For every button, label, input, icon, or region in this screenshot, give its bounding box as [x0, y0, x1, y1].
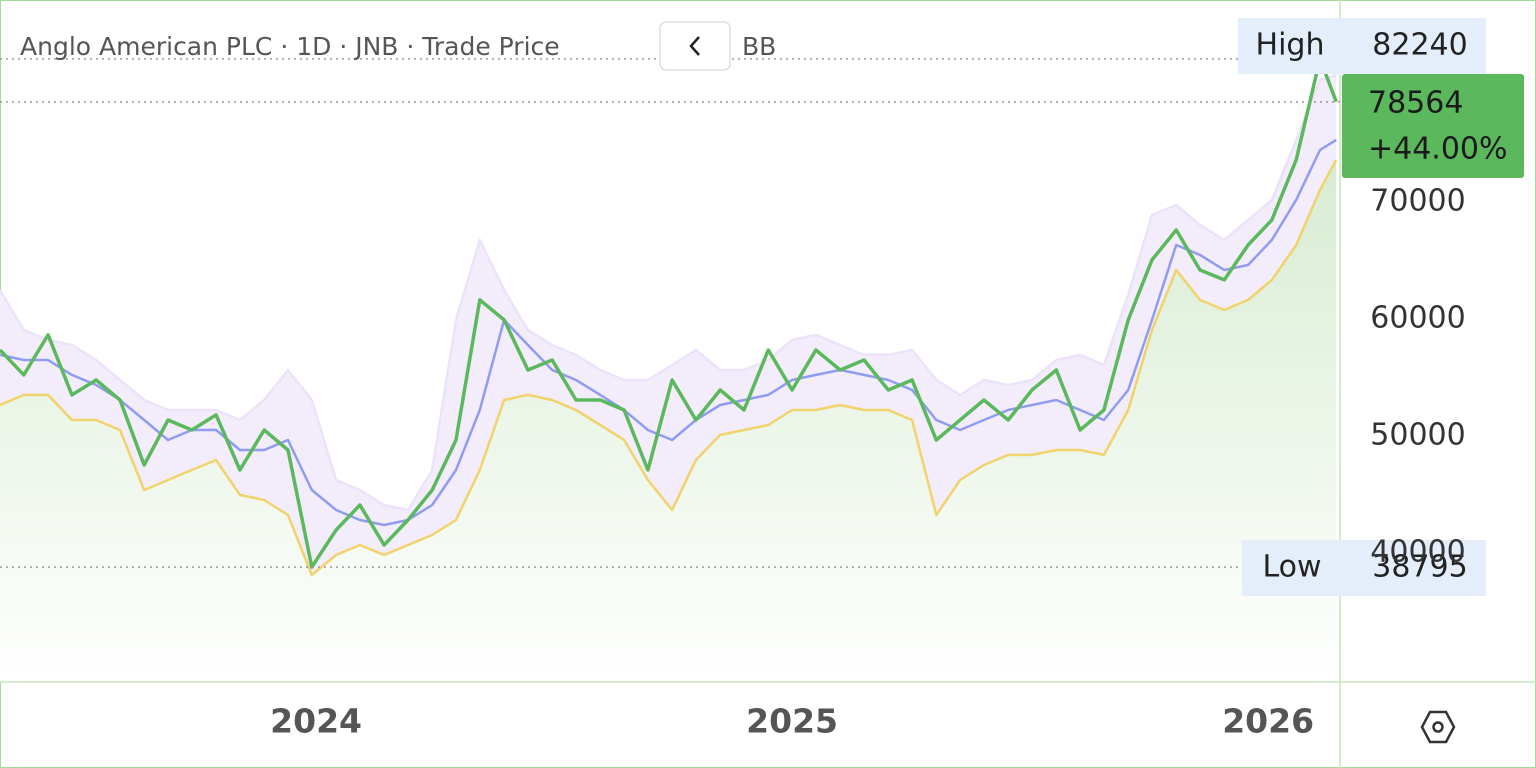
x-tick-label: 2024	[270, 702, 362, 741]
x-tick-label: 2025	[746, 702, 838, 741]
low-value-box	[1342, 540, 1486, 596]
chart-title: Anglo American PLC · 1D · JNB · Trade Pr…	[20, 32, 560, 61]
low-label: Low	[1262, 550, 1321, 585]
last-price: 78564	[1368, 86, 1463, 121]
price-line	[0, 57, 1338, 569]
price-change: +44.00%	[1368, 132, 1508, 167]
indicator-label: BB	[742, 32, 776, 61]
high-label-box	[1238, 18, 1342, 74]
plot-area	[0, 57, 1338, 682]
low-label-box	[1242, 540, 1342, 596]
band-area	[0, 159, 1337, 682]
high-value-box	[1342, 18, 1486, 74]
y-tick-label: 70000	[1370, 184, 1465, 219]
y-tick-label: 50000	[1370, 417, 1465, 452]
band-line	[0, 159, 1338, 577]
high-label: High	[1256, 28, 1325, 63]
y-tick-label: 60000	[1370, 301, 1465, 336]
collapse-button[interactable]	[659, 21, 731, 71]
x-tick-label: 2026	[1222, 702, 1314, 741]
overlay: High 82240 Low 38795 78564 +44.00%	[0, 18, 1524, 596]
low-value: 38795	[1372, 550, 1467, 585]
price-box	[1342, 74, 1524, 178]
settings-icon	[1432, 721, 1444, 733]
settings-icon	[1420, 710, 1456, 744]
band-line	[0, 73, 1337, 512]
settings-button[interactable]	[1420, 710, 1456, 744]
high-value: 82240	[1372, 28, 1467, 63]
chevron-icon	[689, 36, 700, 56]
y-tick-label: 40000	[1370, 534, 1465, 569]
